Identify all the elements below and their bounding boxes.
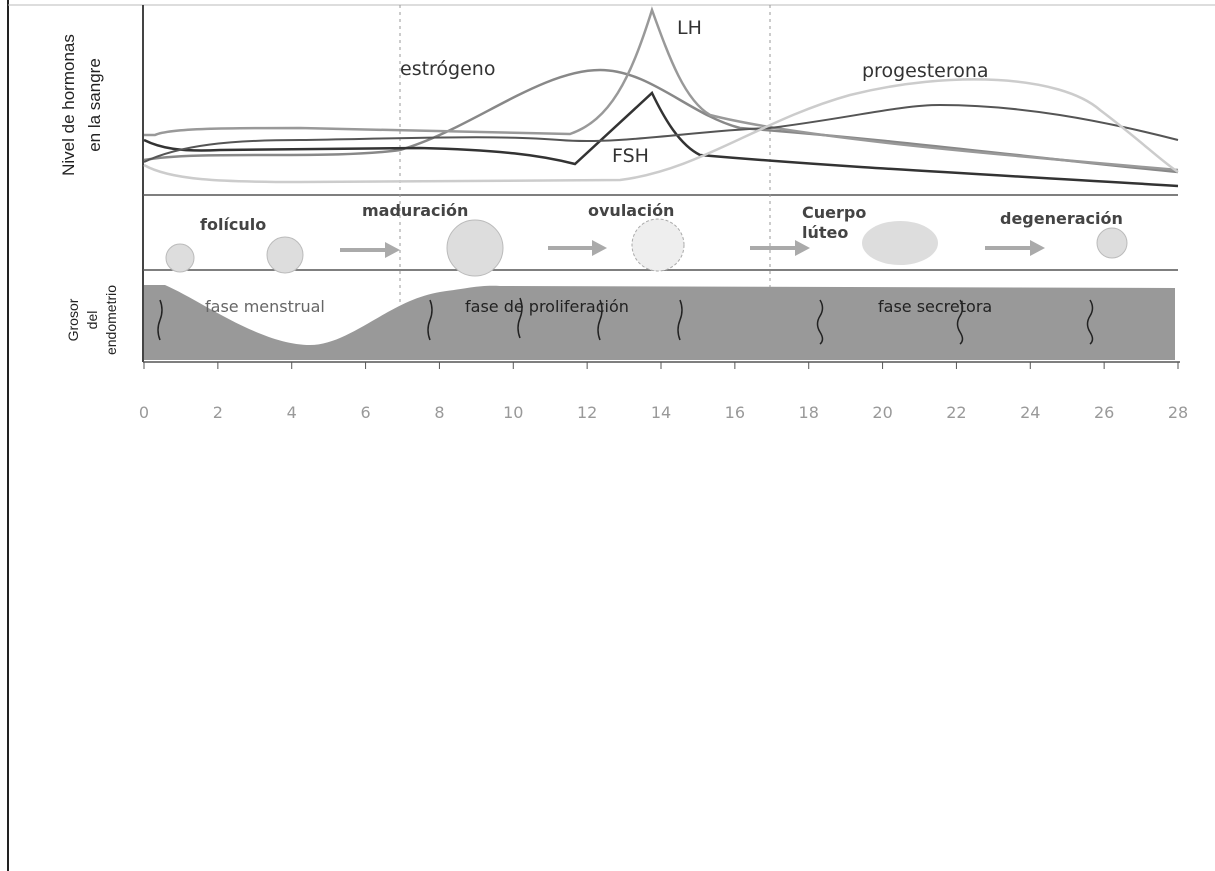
tick-label: 18	[799, 403, 819, 422]
phase-label: fase menstrual	[205, 297, 325, 316]
follicle	[267, 237, 303, 273]
page: Nivel de hormonas en la sangre Grosor de…	[0, 0, 1215, 871]
tick-label: 28	[1168, 403, 1188, 422]
stage-label: Cuerpo	[802, 203, 866, 222]
tick-label: 22	[946, 403, 966, 422]
stage-label: ovulación	[588, 201, 674, 220]
arrow	[985, 240, 1045, 256]
y-label: en la sangre	[85, 58, 104, 152]
tick-label: 8	[434, 403, 444, 422]
follicle	[166, 244, 194, 272]
hormone-label: estrógeno	[400, 58, 495, 80]
hormone-label: FSH	[612, 145, 649, 167]
tick-label: 6	[360, 403, 370, 422]
corpus-luteum	[862, 221, 938, 265]
stage-label: lúteo	[802, 223, 848, 242]
hormone-curve	[144, 105, 1178, 162]
phase-label: fase secretora	[878, 297, 992, 316]
tick-label: 12	[577, 403, 597, 422]
stage-label: degeneración	[1000, 209, 1123, 228]
y-label: del	[84, 311, 100, 330]
y-label: endometrio	[103, 285, 119, 355]
tick-label: 26	[1094, 403, 1114, 422]
tick-label: 20	[872, 403, 892, 422]
follicle	[447, 220, 503, 276]
y-label: Grosor	[65, 298, 81, 341]
tick-label: 16	[725, 403, 745, 422]
progesterone-curve	[144, 79, 1178, 182]
stage-label: folículo	[200, 215, 266, 234]
arrow	[750, 240, 810, 256]
tick-label: 10	[503, 403, 523, 422]
tick-label: 2	[213, 403, 223, 422]
arrow	[548, 240, 607, 256]
hormone-label: progesterona	[862, 60, 989, 82]
arrow	[340, 242, 400, 258]
tick-label: 0	[139, 403, 149, 422]
ovulation	[632, 219, 684, 271]
y-label: Nivel de hormonas	[59, 34, 78, 176]
tick-label: 24	[1020, 403, 1040, 422]
tick-label: 14	[651, 403, 671, 422]
hormone-label: LH	[677, 17, 702, 39]
degeneration	[1097, 228, 1127, 258]
tick-label: 4	[287, 403, 297, 422]
stage-label: maduración	[362, 201, 468, 220]
phase-label: fase de proliferación	[465, 297, 629, 316]
